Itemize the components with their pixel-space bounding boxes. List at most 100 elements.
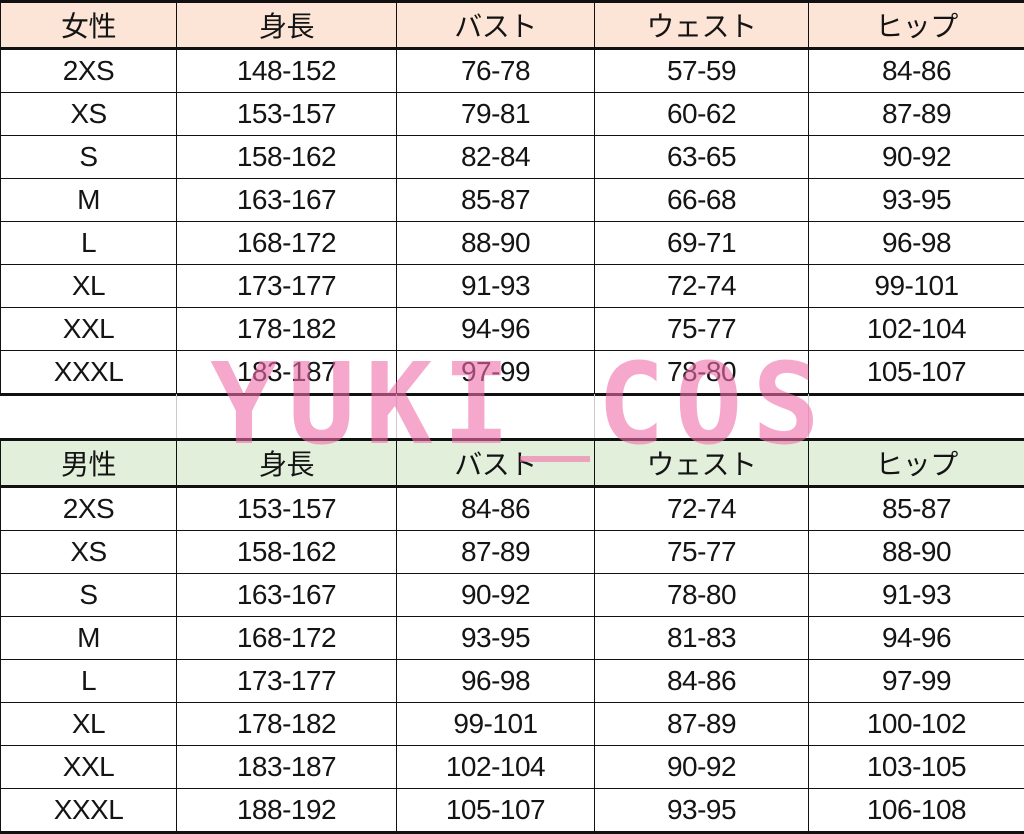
table-row: 2XS 153-157 84-86 72-74 85-87 — [0, 486, 1024, 531]
measurement-cell: 97-99 — [808, 659, 1024, 703]
measurement-cell: 93-95 — [594, 788, 809, 833]
measurement-cell: 78-80 — [594, 573, 809, 617]
table-row: XXL 183-187 102-104 90-92 103-105 — [0, 745, 1024, 789]
measurement-cell: 76-78 — [396, 48, 595, 93]
watermark-underline — [520, 456, 590, 462]
measurement-cell: 178-182 — [176, 307, 397, 351]
measurement-cell: 96-98 — [396, 659, 595, 703]
size-label: M — [0, 616, 177, 660]
measurement-cell: 103-105 — [808, 745, 1024, 789]
column-header: ウェスト — [594, 439, 809, 488]
measurement-cell: 84-86 — [396, 486, 595, 531]
measurement-cell: 69-71 — [594, 221, 809, 265]
measurement-cell: 105-107 — [808, 350, 1024, 395]
size-label: L — [0, 659, 177, 703]
measurement-cell: 106-108 — [808, 788, 1024, 833]
measurement-cell: 60-62 — [594, 92, 809, 136]
measurement-cell: 168-172 — [176, 616, 397, 660]
measurement-cell: 63-65 — [594, 135, 809, 179]
size-label: 2XS — [0, 48, 177, 93]
measurement-cell: 87-89 — [396, 530, 595, 574]
measurement-cell: 153-157 — [176, 486, 397, 531]
measurement-cell: 90-92 — [808, 135, 1024, 179]
measurement-cell: 94-96 — [808, 616, 1024, 660]
column-header: ヒップ — [808, 1, 1024, 50]
measurement-cell: 93-95 — [396, 616, 595, 660]
measurement-cell: 99-101 — [396, 702, 595, 746]
size-label: XS — [0, 530, 177, 574]
measurement-cell: 75-77 — [594, 307, 809, 351]
measurement-cell: 66-68 — [594, 178, 809, 222]
measurement-cell: 88-90 — [396, 221, 595, 265]
measurement-cell: 90-92 — [396, 573, 595, 617]
table-row: XS 153-157 79-81 60-62 87-89 — [0, 92, 1024, 136]
column-header: バスト — [396, 1, 595, 50]
table-spacer — [0, 394, 1024, 438]
size-label: XXXL — [0, 350, 177, 395]
measurement-cell: 158-162 — [176, 530, 397, 574]
table-row: XS 158-162 87-89 75-77 88-90 — [0, 530, 1024, 574]
size-label: S — [0, 573, 177, 617]
size-label: L — [0, 221, 177, 265]
size-label: 2XS — [0, 486, 177, 531]
measurement-cell: 100-102 — [808, 702, 1024, 746]
measurement-cell: 84-86 — [594, 659, 809, 703]
table-row: L 173-177 96-98 84-86 97-99 — [0, 659, 1024, 703]
measurement-cell: 72-74 — [594, 486, 809, 531]
measurement-cell: 97-99 — [396, 350, 595, 395]
measurement-cell: 72-74 — [594, 264, 809, 308]
header-row: 女性 身長 バスト ウェスト ヒップ — [0, 1, 1024, 50]
measurement-cell: 168-172 — [176, 221, 397, 265]
measurement-cell: 173-177 — [176, 659, 397, 703]
measurement-cell: 188-192 — [176, 788, 397, 833]
size-label: XXL — [0, 745, 177, 789]
measurement-cell: 87-89 — [808, 92, 1024, 136]
measurement-cell: 102-104 — [808, 307, 1024, 351]
table-row: XXXL 188-192 105-107 93-95 106-108 — [0, 788, 1024, 833]
measurement-cell: 85-87 — [808, 486, 1024, 531]
measurement-cell: 93-95 — [808, 178, 1024, 222]
measurement-cell: 99-101 — [808, 264, 1024, 308]
column-header: 女性 — [0, 1, 177, 50]
table-row: XL 178-182 99-101 87-89 100-102 — [0, 702, 1024, 746]
measurement-cell: 94-96 — [396, 307, 595, 351]
table-row: M 168-172 93-95 81-83 94-96 — [0, 616, 1024, 660]
measurement-cell: 102-104 — [396, 745, 595, 789]
measurement-cell: 163-167 — [176, 573, 397, 617]
column-header: バスト — [396, 439, 595, 488]
measurement-cell: 79-81 — [396, 92, 595, 136]
size-label: XS — [0, 92, 177, 136]
table-row: XL 173-177 91-93 72-74 99-101 — [0, 264, 1024, 308]
size-label: S — [0, 135, 177, 179]
measurement-cell: 90-92 — [594, 745, 809, 789]
measurement-cell: 87-89 — [594, 702, 809, 746]
table-row: XXXL 183-187 97-99 78-80 105-107 — [0, 350, 1024, 395]
measurement-cell: 148-152 — [176, 48, 397, 93]
table-row: S 158-162 82-84 63-65 90-92 — [0, 135, 1024, 179]
column-header: ヒップ — [808, 439, 1024, 488]
measurement-cell: 91-93 — [396, 264, 595, 308]
measurement-cell: 78-80 — [594, 350, 809, 395]
size-label: XL — [0, 702, 177, 746]
column-header: 身長 — [176, 1, 397, 50]
size-label: XL — [0, 264, 177, 308]
column-header: 身長 — [176, 439, 397, 488]
size-label: XXL — [0, 307, 177, 351]
measurement-cell: 178-182 — [176, 702, 397, 746]
measurement-cell: 84-86 — [808, 48, 1024, 93]
female-size-table: 女性 身長 バスト ウェスト ヒップ 2XS 148-152 76-78 57-59 84-86 X… — [0, 0, 1024, 396]
table-row: L 168-172 88-90 69-71 96-98 — [0, 221, 1024, 265]
measurement-cell: 57-59 — [594, 48, 809, 93]
size-label: M — [0, 178, 177, 222]
table-row: 2XS 148-152 76-78 57-59 84-86 — [0, 48, 1024, 93]
measurement-cell: 75-77 — [594, 530, 809, 574]
column-header: 男性 — [0, 439, 177, 488]
measurement-cell: 153-157 — [176, 92, 397, 136]
size-label: XXXL — [0, 788, 177, 833]
measurement-cell: 158-162 — [176, 135, 397, 179]
measurement-cell: 91-93 — [808, 573, 1024, 617]
measurement-cell: 163-167 — [176, 178, 397, 222]
measurement-cell: 173-177 — [176, 264, 397, 308]
measurement-cell: 183-187 — [176, 350, 397, 395]
table-row: XXL 178-182 94-96 75-77 102-104 — [0, 307, 1024, 351]
